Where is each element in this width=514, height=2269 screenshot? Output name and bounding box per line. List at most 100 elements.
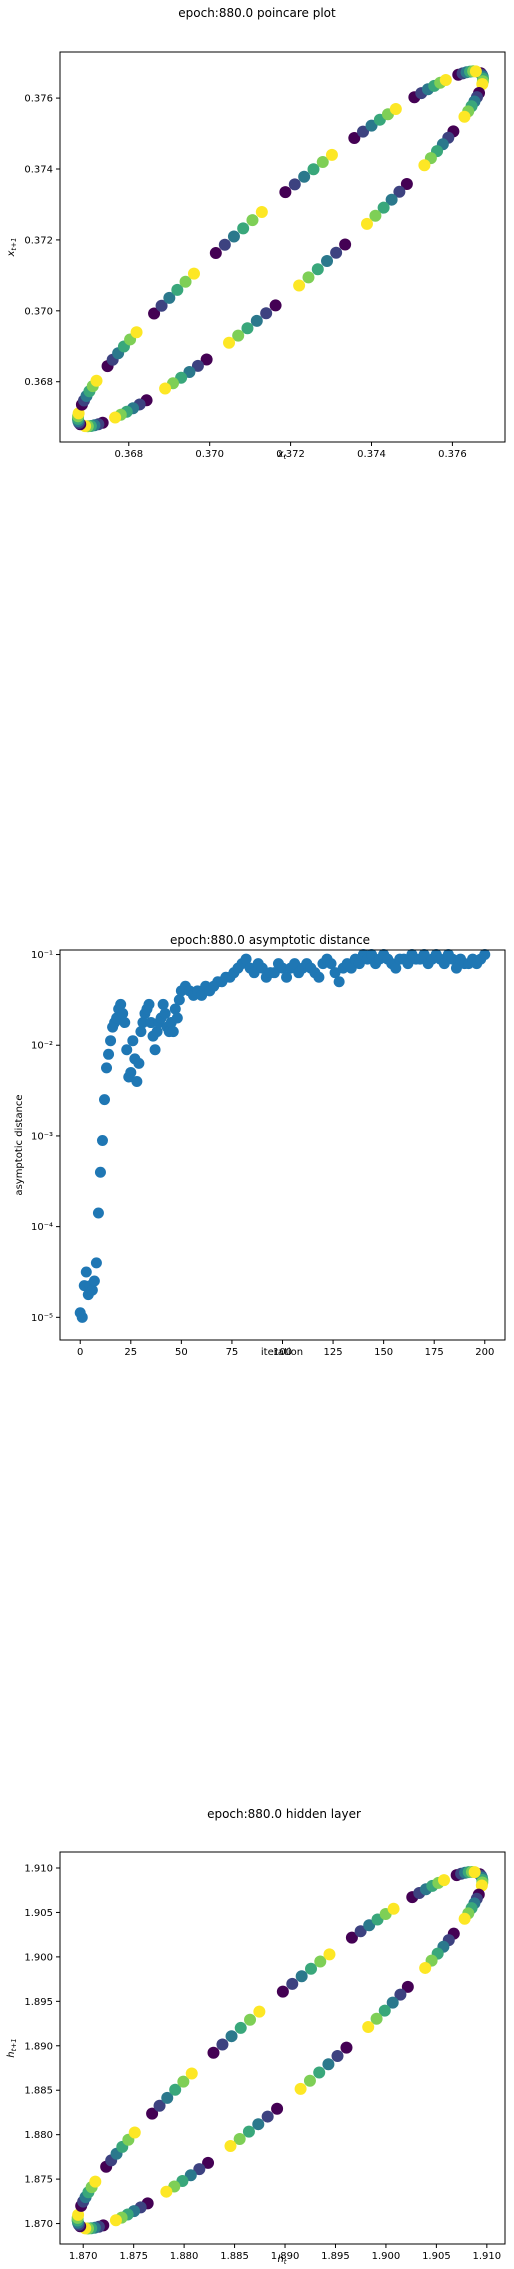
x-tick-label: 1.890 bbox=[271, 2251, 300, 2262]
scatter-point bbox=[322, 2058, 335, 2071]
hidden-layer-points bbox=[71, 1865, 489, 2235]
scatter-point bbox=[202, 2156, 215, 2169]
scatter-point bbox=[237, 222, 250, 235]
scatter-point bbox=[233, 2132, 246, 2145]
scatter-point bbox=[271, 2102, 284, 2115]
scatter-point bbox=[418, 949, 430, 961]
hidden-layer-chart: epoch:880.0 hidden layer 1.870 1.875 1.880… bbox=[6, 1807, 506, 2266]
x-tick-label: 1.870 bbox=[69, 2251, 98, 2262]
scatter-point bbox=[348, 131, 361, 144]
scatter-point bbox=[419, 1961, 432, 1974]
scatter-point bbox=[321, 254, 334, 267]
scatter-point bbox=[200, 353, 213, 366]
scatter-point bbox=[90, 374, 103, 387]
scatter-point bbox=[438, 958, 450, 970]
scatter-point bbox=[234, 2021, 247, 2034]
x-tick-label: 25 bbox=[124, 1347, 137, 1358]
scatter-point bbox=[260, 307, 273, 320]
poincare-x-ticks: 0.368 0.370 0.372 0.374 0.376 bbox=[114, 442, 467, 460]
scatter-point bbox=[365, 119, 378, 132]
scatter-point bbox=[173, 994, 185, 1006]
scatter-point bbox=[339, 238, 352, 251]
y-tick-label: 10⁻⁴ bbox=[31, 1222, 53, 1233]
scatter-point bbox=[458, 110, 471, 123]
scatter-point bbox=[469, 65, 482, 78]
scatter-point bbox=[225, 2030, 238, 2043]
asymptotic-y-ticks: 10⁻⁵ 10⁻⁴ 10⁻³ 10⁻² 10⁻¹ bbox=[31, 950, 60, 1324]
scatter-point bbox=[331, 2049, 344, 2062]
scatter-point bbox=[159, 382, 172, 395]
scatter-point bbox=[362, 2020, 375, 2033]
scatter-point bbox=[131, 1076, 143, 1088]
scatter-point bbox=[255, 206, 268, 219]
poincare-chart: epoch:880.0 poincare plot 0.368 0.370 0.37… bbox=[6, 6, 506, 461]
scatter-point bbox=[177, 2075, 190, 2088]
scatter-point bbox=[183, 365, 196, 378]
scatter-point bbox=[72, 2208, 85, 2221]
scatter-point bbox=[286, 1977, 299, 1990]
y-tick-label: 1.890 bbox=[24, 2041, 53, 2052]
scatter-point bbox=[314, 1955, 327, 1968]
scatter-point bbox=[369, 209, 382, 222]
scatter-point bbox=[209, 247, 222, 260]
scatter-point bbox=[438, 1874, 451, 1887]
scatter-point bbox=[160, 2185, 173, 2198]
scatter-point bbox=[479, 949, 491, 961]
scatter-point bbox=[86, 1284, 98, 1296]
y-tick-label: 1.895 bbox=[24, 1997, 53, 2008]
scatter-point bbox=[117, 1007, 129, 1019]
hidden-layer-y-label: ht+1 bbox=[6, 2038, 18, 2057]
scatter-point bbox=[109, 411, 122, 424]
asymptotic-points bbox=[74, 949, 491, 1323]
asymptotic-chart: epoch:880.0 asymptotic distance 0 25 50 75 1… bbox=[14, 933, 506, 1358]
scatter-point bbox=[191, 359, 204, 372]
scatter-point bbox=[468, 1866, 481, 1879]
scatter-point bbox=[288, 178, 301, 191]
y-tick-label: 10⁻³ bbox=[31, 1131, 53, 1142]
y-tick-label: 0.374 bbox=[24, 165, 53, 176]
scatter-point bbox=[378, 2004, 391, 2017]
scatter-point bbox=[240, 953, 252, 965]
scatter-point bbox=[151, 1026, 163, 1038]
scatter-point bbox=[390, 962, 402, 974]
scatter-point bbox=[148, 307, 161, 320]
y-tick-label: 1.910 bbox=[24, 1864, 53, 1875]
scatter-point bbox=[137, 1017, 149, 1029]
scatter-point bbox=[387, 1902, 400, 1915]
scatter-point bbox=[256, 962, 268, 974]
scatter-point bbox=[232, 329, 245, 342]
asymptotic-title: epoch:880.0 asymptotic distance bbox=[170, 933, 370, 947]
scatter-point bbox=[252, 2118, 265, 2131]
scatter-point bbox=[161, 2091, 174, 2104]
scatter-point bbox=[185, 2067, 198, 2080]
x-tick-label: 100 bbox=[273, 1347, 292, 1358]
hidden-layer-y-ticks: 1.870 1.875 1.880 1.885 1.890 1.895 1.900 1.905… bbox=[24, 1864, 60, 2230]
scatter-point bbox=[246, 214, 259, 227]
scatter-point bbox=[370, 2012, 383, 2025]
scatter-point bbox=[401, 1980, 414, 1993]
scatter-point bbox=[89, 2175, 102, 2188]
poincare-y-ticks: 0.368 0.370 0.372 0.374 0.376 bbox=[24, 94, 60, 388]
scatter-point bbox=[458, 1912, 471, 1925]
poincare-x-label: xt bbox=[277, 449, 287, 461]
scatter-point bbox=[294, 2082, 307, 2095]
x-tick-label: 1.875 bbox=[119, 2251, 148, 2262]
scatter-point bbox=[207, 2046, 220, 2059]
scatter-point bbox=[316, 155, 329, 168]
scatter-point bbox=[218, 238, 231, 251]
scatter-point bbox=[196, 989, 208, 1001]
poincare-title: epoch:880.0 poincare plot bbox=[178, 6, 336, 20]
y-tick-label: 0.376 bbox=[24, 94, 53, 105]
x-tick-label: 0.368 bbox=[114, 449, 143, 460]
x-tick-label: 0.372 bbox=[276, 449, 305, 460]
scatter-point bbox=[146, 2107, 159, 2120]
scatter-point bbox=[216, 2038, 229, 2051]
x-tick-label: 1.900 bbox=[372, 2251, 401, 2262]
scatter-point bbox=[281, 971, 293, 983]
scatter-point bbox=[119, 1017, 131, 1029]
scatter-point bbox=[313, 2066, 326, 2079]
scatter-point bbox=[163, 291, 176, 304]
scatter-point bbox=[307, 163, 320, 176]
scatter-point bbox=[179, 275, 192, 288]
